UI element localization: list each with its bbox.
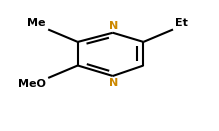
Text: MeO: MeO <box>18 79 46 89</box>
Text: N: N <box>109 78 118 88</box>
Text: Me: Me <box>28 18 46 28</box>
Text: N: N <box>109 21 118 31</box>
Text: Et: Et <box>175 18 188 28</box>
